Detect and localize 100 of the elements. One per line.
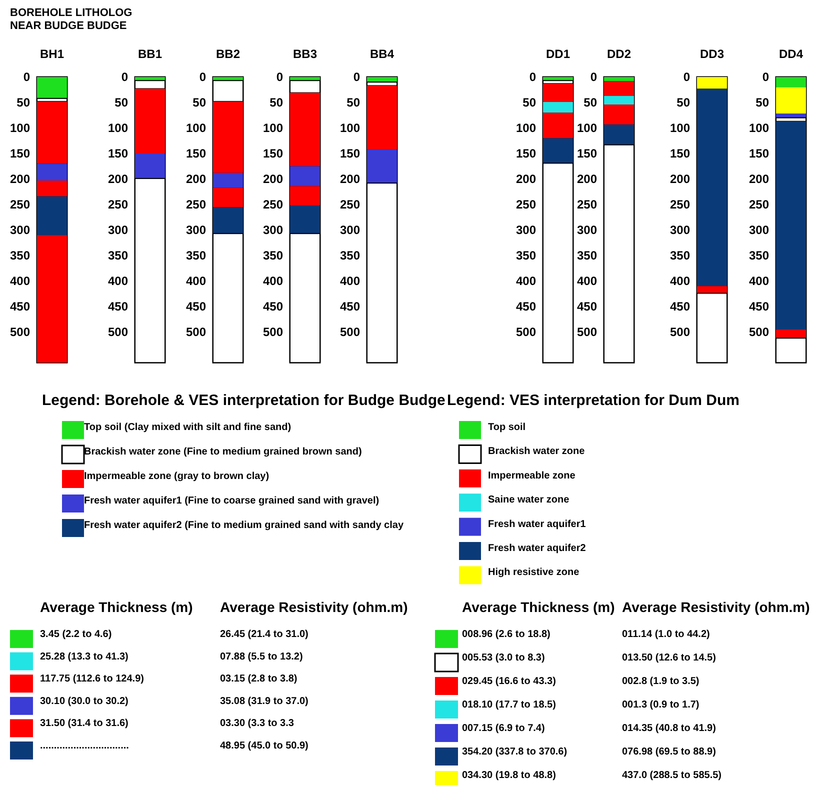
text: 35.08 (31.9 to 37.0) bbox=[220, 696, 308, 707]
x-tick-label: BB4 bbox=[370, 47, 394, 61]
y-tick-label: 0 bbox=[121, 70, 128, 84]
text: 354.20 (337.8 to 370.6) bbox=[462, 746, 568, 758]
bar bbox=[213, 188, 243, 208]
y-tick-label: 450 bbox=[670, 300, 690, 314]
text: 014.35 (40.8 to 41.9) bbox=[622, 723, 716, 734]
category-label: Top soil bbox=[488, 422, 526, 433]
y-tick-label: 100 bbox=[516, 121, 536, 136]
category-label: Top soil (Clay mixed with silt and fine sand) bbox=[84, 422, 292, 433]
bar bbox=[543, 102, 573, 113]
text: 076.98 (69.5 to 88.9) bbox=[622, 746, 716, 758]
chart-title: BOREHOLE LITHOLOG bbox=[10, 7, 132, 19]
y-tick-label: 400 bbox=[262, 274, 284, 288]
bar bbox=[604, 81, 634, 96]
y-tick-label: 350 bbox=[10, 248, 30, 263]
bar bbox=[543, 138, 573, 164]
y-tick-label: 100 bbox=[186, 121, 206, 136]
category-label: Fresh water aquifer2 bbox=[488, 543, 586, 554]
bar bbox=[367, 149, 397, 184]
bar bbox=[213, 101, 243, 173]
y-tick-label: 0 bbox=[353, 70, 360, 84]
bar bbox=[604, 104, 634, 124]
text: 31.50 (31.4 to 31.6) bbox=[40, 718, 128, 730]
text: ................................ bbox=[40, 740, 129, 752]
text: 008.96 (2.6 to 18.8) bbox=[462, 629, 550, 640]
y-tick-label: 250 bbox=[108, 198, 128, 212]
y-tick-label: 0 bbox=[276, 70, 284, 84]
y-tick-label: 0 bbox=[199, 70, 206, 84]
y-tick-label: 500 bbox=[576, 325, 598, 340]
category-label: High resistive zone bbox=[488, 567, 580, 578]
bar bbox=[213, 207, 243, 234]
bar bbox=[604, 124, 634, 145]
bar bbox=[135, 88, 165, 154]
y-tick-label: 450 bbox=[186, 300, 206, 314]
text: 03.15 (2.8 to 3.8) bbox=[220, 674, 298, 685]
y-tick-label: 250 bbox=[10, 198, 30, 212]
bar bbox=[604, 96, 634, 105]
bar bbox=[37, 196, 67, 236]
y-tick-label: 450 bbox=[576, 300, 598, 314]
bar bbox=[776, 329, 806, 338]
text: 26.45 (21.4 to 31.0) bbox=[220, 629, 308, 640]
bar bbox=[37, 180, 67, 196]
text: 029.45 (16.6 to 43.3) bbox=[462, 676, 556, 687]
y-tick-label: 200 bbox=[262, 172, 284, 186]
y-tick-label: 100 bbox=[576, 121, 598, 136]
text: 013.50 (12.6 to 14.5) bbox=[622, 652, 716, 664]
y-tick-label: 500 bbox=[670, 325, 690, 340]
bar bbox=[290, 206, 320, 234]
y-tick-label: 50 bbox=[16, 96, 30, 110]
y-tick-label: 200 bbox=[108, 172, 128, 186]
y-tick-label: 300 bbox=[186, 223, 206, 238]
y-tick-label: 300 bbox=[262, 223, 284, 238]
y-tick-label: 100 bbox=[748, 121, 770, 136]
y-tick-label: 200 bbox=[516, 172, 536, 186]
y-tick-label: 400 bbox=[670, 274, 690, 288]
y-tick-label: 400 bbox=[186, 274, 206, 288]
bar bbox=[37, 77, 67, 98]
y-tick-label: 500 bbox=[340, 325, 360, 340]
y-tick-label: 150 bbox=[340, 146, 360, 161]
text: 07.88 (5.5 to 13.2) bbox=[220, 651, 303, 662]
y-tick-label: 350 bbox=[670, 248, 690, 263]
text: 018.10 (17.7 to 18.5) bbox=[462, 700, 556, 710]
text: 437.0 (288.5 to 585.5) bbox=[622, 770, 722, 781]
y-tick-label: 500 bbox=[262, 325, 284, 340]
bar bbox=[543, 84, 573, 102]
bar bbox=[367, 86, 397, 150]
y-tick-label: 450 bbox=[108, 300, 128, 314]
text: 117.75 (112.6 to 124.9) bbox=[40, 674, 144, 685]
category-label: Fresh water aquifer2 (Fine to medium grained sand with sandy clay bbox=[84, 520, 404, 531]
y-tick-label: 350 bbox=[576, 248, 598, 263]
bar bbox=[135, 154, 165, 178]
y-tick-label: 100 bbox=[340, 121, 360, 136]
x-tick-label: BH1 bbox=[40, 47, 64, 61]
y-tick-label: 0 bbox=[23, 70, 30, 84]
y-tick-label: 300 bbox=[10, 223, 30, 238]
y-tick-label: 350 bbox=[516, 248, 536, 263]
y-tick-label: 450 bbox=[516, 300, 536, 314]
bar bbox=[697, 286, 727, 294]
y-tick-label: 150 bbox=[516, 146, 536, 161]
y-tick-label: 300 bbox=[748, 223, 770, 238]
y-tick-label: 450 bbox=[262, 300, 284, 314]
y-tick-label: 250 bbox=[748, 198, 770, 212]
y-tick-label: 200 bbox=[576, 172, 598, 186]
y-tick-label: 500 bbox=[748, 325, 770, 340]
y-tick-label: 350 bbox=[108, 248, 128, 263]
y-tick-label: 450 bbox=[10, 300, 30, 314]
y-tick-label: 0 bbox=[529, 70, 536, 84]
bar bbox=[37, 101, 67, 164]
y-tick-label: 50 bbox=[522, 96, 536, 110]
text: 48.95 (45.0 to 50.9) bbox=[220, 740, 308, 752]
y-tick-label: 250 bbox=[186, 198, 206, 212]
text: 007.15 (6.9 to 7.4) bbox=[462, 723, 545, 734]
category-label: Fresh water aquifer1 bbox=[488, 518, 586, 530]
text: 30.10 (30.0 to 30.2) bbox=[40, 696, 128, 707]
category-label: Impermeable zone bbox=[488, 470, 576, 482]
y-tick-label: 400 bbox=[576, 274, 598, 288]
y-tick-label: 300 bbox=[108, 223, 128, 238]
y-tick-label: 500 bbox=[516, 325, 536, 340]
y-tick-label: 300 bbox=[516, 223, 536, 238]
